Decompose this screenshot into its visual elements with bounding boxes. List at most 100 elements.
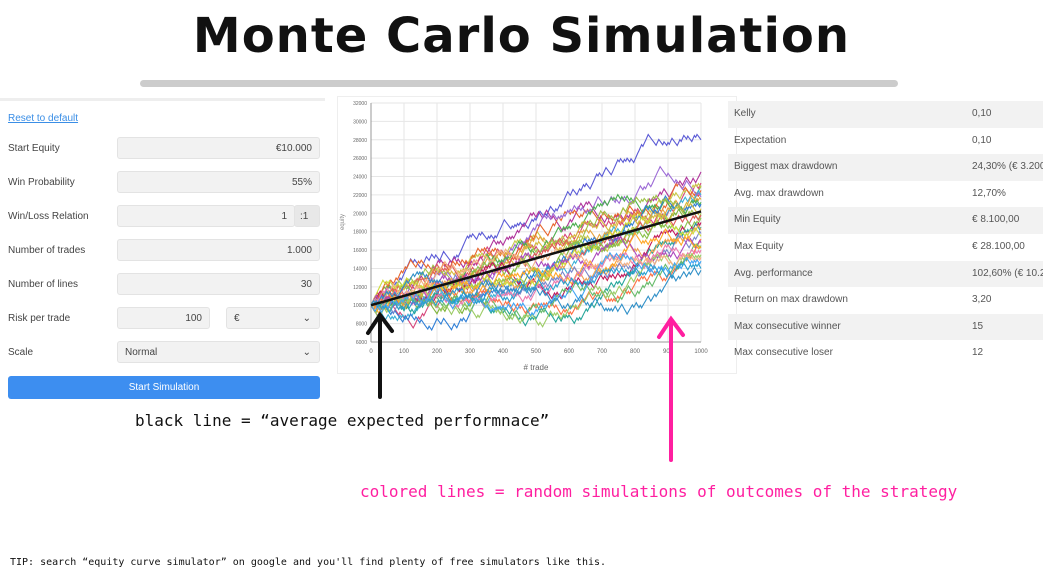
divider: [0, 98, 325, 101]
x-tick-label: 0: [369, 349, 373, 355]
scale-select[interactable]: Normal ⌄: [117, 341, 320, 363]
equity-chart-svg: 0 100 200 300 400 500 600 700 800 900 1000 6000 8000…: [340, 101, 708, 372]
stat-row: Biggest max drawdown 24,30% (€ 3.200: [728, 154, 1043, 181]
y-tick-label: 20000: [353, 211, 367, 217]
simulation-line: [370, 251, 702, 317]
simulation-line: [370, 133, 702, 309]
reset-to-default-link[interactable]: Reset to default: [8, 113, 79, 124]
y-tick-label: 24000: [353, 175, 367, 181]
stat-value: 24,30% (€ 3.200: [972, 161, 1043, 173]
stat-label: Min Equity: [734, 214, 781, 226]
stat-label: Max consecutive winner: [734, 320, 841, 332]
y-tick-label: 6000: [356, 340, 367, 346]
x-tick-label: 100: [399, 349, 410, 355]
y-tick-label: 28000: [353, 138, 367, 144]
number-of-trades-label: Number of trades: [8, 245, 86, 256]
title-underline: [140, 80, 898, 87]
stat-value: 102,60% (€ 10.2: [972, 267, 1043, 279]
stat-row: Max Equity € 28.100,00: [728, 234, 1043, 261]
win-loss-suffix: :1: [294, 205, 320, 227]
stat-value: 3,20: [972, 294, 992, 306]
win-probability-label: Win Probability: [8, 177, 75, 188]
start-equity-input[interactable]: €10.000: [117, 137, 320, 159]
stat-row: Expectation 0,10: [728, 128, 1043, 155]
tip-text: TIP: search “equity curve simulator” on …: [10, 557, 607, 568]
y-tick-label: 30000: [353, 119, 367, 125]
number-of-trades-input[interactable]: 1.000: [117, 239, 320, 261]
black-line-annotation: black line = “average expected performna…: [135, 411, 550, 430]
y-tick-label: 32000: [353, 101, 367, 107]
x-tick-label: 900: [663, 349, 674, 355]
simulation-line: [370, 262, 702, 314]
y-tick-label: 26000: [353, 156, 367, 162]
number-of-lines-input[interactable]: 30: [117, 273, 320, 295]
y-tick-label: 8000: [356, 322, 367, 328]
simulation-line: [370, 212, 702, 306]
stat-value: 15: [972, 320, 984, 332]
risk-unit-value: €: [234, 313, 240, 324]
annotation-arrows: [366, 311, 685, 462]
x-tick-label: 400: [498, 349, 509, 355]
simulation-line: [370, 246, 702, 308]
equity-chart: 0 100 200 300 400 500 600 700 800 900 1000 6000 8000…: [337, 96, 737, 374]
stat-label: Max Equity: [734, 241, 784, 252]
y-tick-label: 14000: [353, 266, 367, 272]
risk-unit-select[interactable]: € ⌄: [226, 307, 320, 329]
stat-label: Avg. performance: [734, 267, 813, 279]
win-loss-label: Win/Loss Relation: [8, 211, 89, 222]
simulation-line: [370, 238, 702, 316]
win-probability-input[interactable]: 55%: [117, 171, 320, 193]
x-tick-label: 200: [432, 349, 443, 355]
x-tick-label: 500: [531, 349, 542, 355]
stat-value: 12: [972, 347, 984, 359]
scale-label: Scale: [8, 347, 34, 358]
stat-value: € 28.100,00: [972, 241, 1025, 252]
stat-row: Max consecutive winner 15: [728, 313, 1043, 341]
stat-value: 12,70%: [972, 187, 1006, 199]
page-title: Monte Carlo Simulation: [192, 8, 851, 64]
stat-value: 0,10: [972, 108, 992, 119]
start-simulation-button[interactable]: Start Simulation: [8, 376, 320, 399]
y-tick-label: 16000: [353, 248, 367, 254]
risk-per-trade-label: Risk per trade: [8, 313, 71, 324]
simulation-line: [370, 266, 702, 316]
black-arrow-icon: [366, 311, 394, 399]
start-equity-label: Start Equity: [8, 143, 60, 154]
stat-label: Kelly: [734, 108, 756, 119]
x-axis-label: # trade: [524, 363, 549, 372]
simulation-line: [370, 181, 702, 306]
stat-label: Return on max drawdown: [734, 294, 848, 306]
x-tick-label: 300: [465, 349, 476, 355]
chevron-down-icon: ⌄: [302, 347, 311, 358]
stat-row: Max consecutive loser 12: [728, 340, 1043, 367]
colored-lines-annotation: colored lines = random simulations of ou…: [360, 482, 958, 501]
stat-label: Expectation: [734, 134, 787, 146]
chevron-down-icon: ⌄: [302, 313, 311, 324]
y-tick-label: 12000: [353, 285, 367, 291]
stat-label: Max consecutive loser: [734, 347, 833, 359]
win-loss-input[interactable]: 1: [117, 205, 295, 227]
simulation-line: [370, 201, 702, 306]
pink-arrow-icon: [657, 315, 685, 462]
simulation-line: [370, 252, 702, 328]
simulation-line: [370, 235, 702, 308]
x-tick-label: 700: [597, 349, 608, 355]
scale-value: Normal: [125, 347, 158, 358]
y-tick-label: 22000: [353, 193, 367, 199]
y-tick-label: 18000: [353, 230, 367, 236]
stat-value: € 8.100,00: [972, 214, 1020, 226]
average-line: [370, 210, 702, 307]
y-axis-label: equity: [340, 214, 346, 230]
simulation-line: [370, 194, 702, 314]
stat-value: 0,10: [972, 134, 992, 146]
risk-per-trade-input[interactable]: 100: [117, 307, 210, 329]
number-of-lines-label: Number of lines: [8, 279, 79, 290]
stat-row: Return on max drawdown 3,20: [728, 287, 1043, 314]
stat-row: Kelly 0,10: [728, 101, 1043, 128]
x-tick-label: 1000: [694, 349, 708, 355]
x-tick-label: 600: [564, 349, 575, 355]
stat-label: Biggest max drawdown: [734, 161, 838, 173]
x-tick-label: 800: [630, 349, 641, 355]
y-tick-label: 10000: [353, 303, 367, 309]
stat-row: Avg. max drawdown 12,70%: [728, 181, 1043, 208]
